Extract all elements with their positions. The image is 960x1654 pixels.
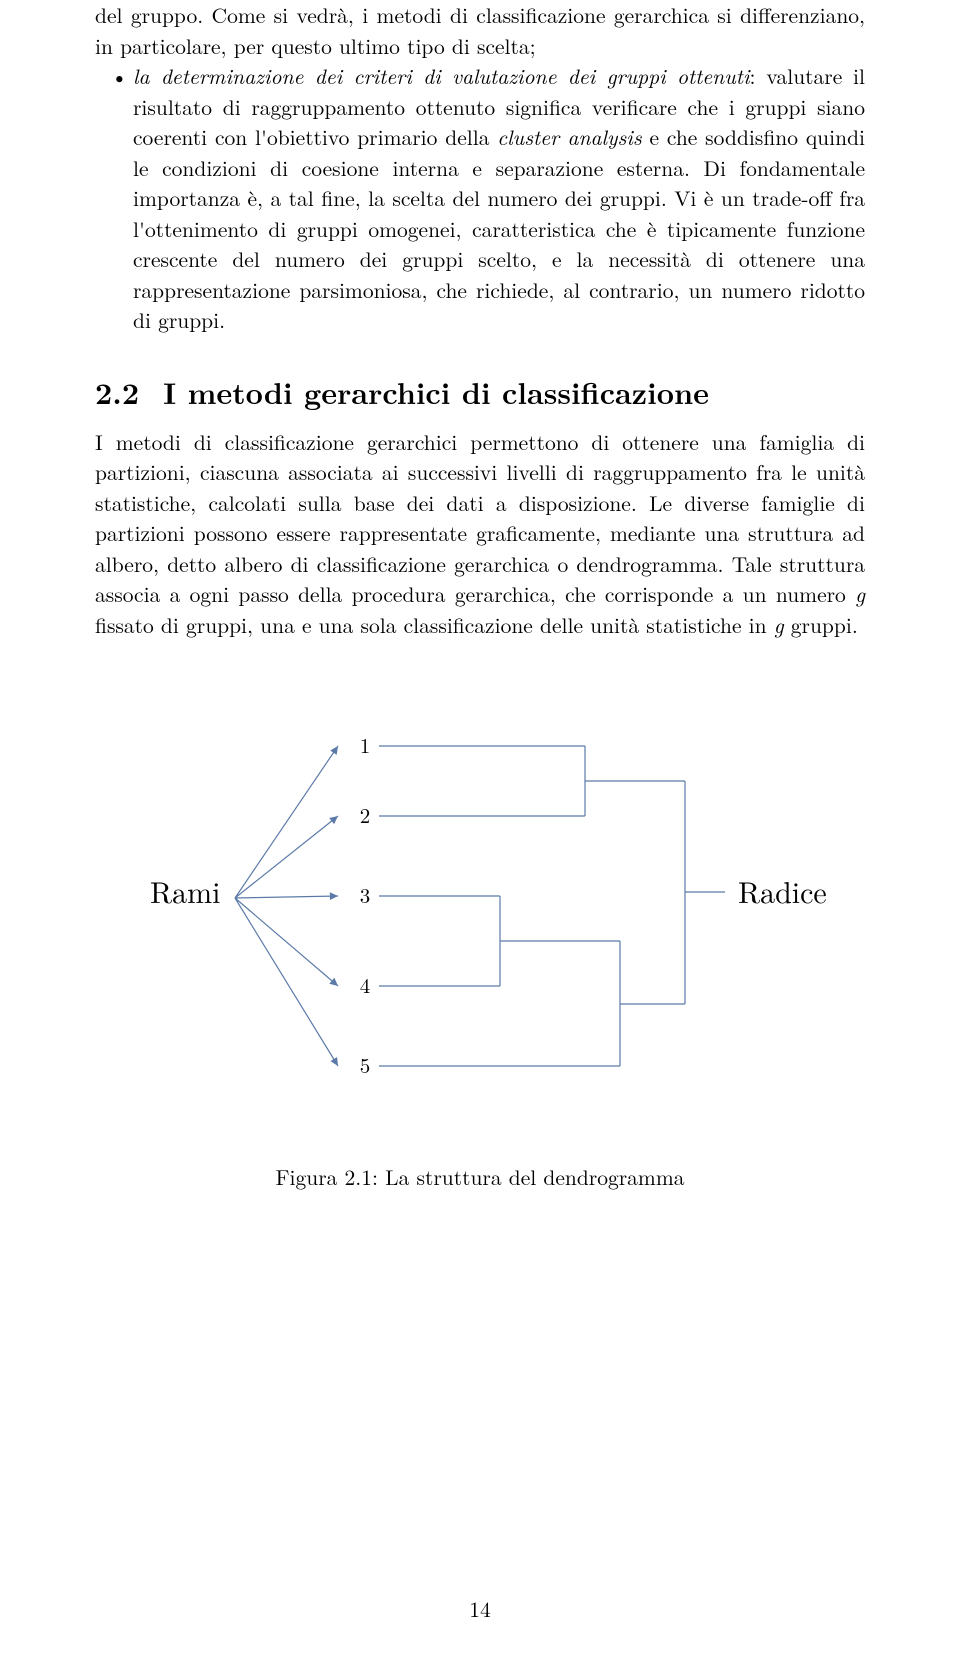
bullet-item: la determinazione dei criteri di valutaz… bbox=[133, 61, 865, 336]
bullet-item-prefix: la determinazione dei criteri di valutaz… bbox=[133, 61, 750, 91]
section-body-part1: I metodi di classificazione gerarchici p… bbox=[95, 427, 865, 610]
svg-text:4: 4 bbox=[360, 970, 371, 1000]
section-body-part3: gruppi. bbox=[784, 610, 858, 640]
svg-text:1: 1 bbox=[360, 730, 371, 760]
svg-text:5: 5 bbox=[360, 1050, 371, 1080]
svg-text:3: 3 bbox=[360, 880, 371, 910]
bullet-item-tail: e che soddisfino quindi le condizioni di… bbox=[133, 122, 865, 335]
bullet-item-emph: cluster analysis bbox=[497, 122, 641, 152]
section-body-g1: g bbox=[855, 579, 865, 609]
page-number: 14 bbox=[95, 1594, 865, 1624]
document-page: del gruppo. Come si vedrà, i metodi di c… bbox=[0, 0, 960, 1654]
section-title: I metodi gerarchici di classificazione bbox=[163, 370, 709, 413]
section-body-g2: g bbox=[774, 610, 784, 640]
bullet-list: la determinazione dei criteri di valutaz… bbox=[95, 61, 865, 336]
intro-fragment: del gruppo. Come si vedrà, i metodi di c… bbox=[95, 0, 865, 61]
section-body-part2: fissato di gruppi, una e una sola classi… bbox=[95, 610, 774, 640]
section-number: 2.2 bbox=[95, 370, 139, 413]
section-heading: 2.2 I metodi gerarchici di classificazion… bbox=[95, 370, 865, 413]
figure-dendrogram: Rami 1 2 3 4 5 Radice Figura 2.1: La struttura… bbox=[95, 708, 865, 1192]
svg-text:Rami: Rami bbox=[150, 869, 220, 912]
dendrogram-svg: Rami 1 2 3 4 5 Radice bbox=[130, 708, 830, 1108]
section-body: I metodi di classificazione gerarchici p… bbox=[95, 427, 865, 641]
svg-text:Radice: Radice bbox=[738, 869, 827, 912]
svg-text:2: 2 bbox=[360, 800, 371, 830]
figure-caption: Figura 2.1: La struttura del dendrogramm… bbox=[95, 1162, 865, 1192]
